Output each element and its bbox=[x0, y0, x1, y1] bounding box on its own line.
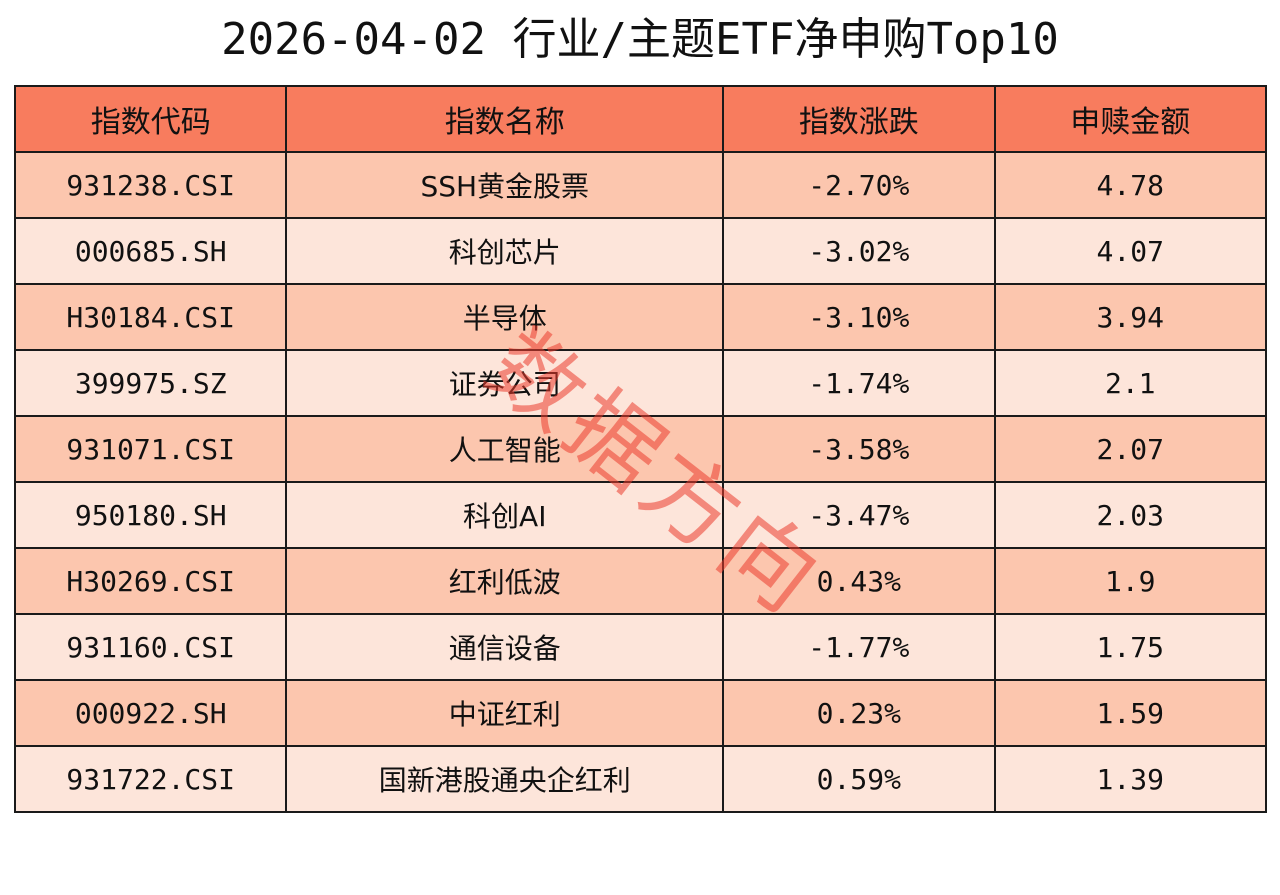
cell-index-code: 000922.SH bbox=[13, 679, 288, 747]
cell-index-change: -2.70% bbox=[722, 151, 996, 219]
cell-index-code: 931160.CSI bbox=[13, 613, 288, 681]
cell-index-change: -1.77% bbox=[722, 613, 996, 681]
cell-index-change: 0.59% bbox=[722, 745, 996, 813]
table-row: 399975.SZ 证券公司 -1.74% 2.1 bbox=[13, 349, 1268, 417]
cell-index-change: -3.58% bbox=[722, 415, 996, 483]
cell-index-code: 950180.SH bbox=[13, 481, 288, 549]
cell-index-name: 证券公司 bbox=[285, 349, 725, 417]
table-row: 931160.CSI 通信设备 -1.77% 1.75 bbox=[13, 613, 1268, 681]
table-row: 950180.SH 科创AI -3.47% 2.03 bbox=[13, 481, 1268, 549]
cell-index-name: 人工智能 bbox=[285, 415, 725, 483]
cell-index-code: 000685.SH bbox=[13, 217, 288, 285]
cell-net-amount: 2.03 bbox=[993, 481, 1268, 549]
page-title: 2026-04-02 行业/主题ETF净申购Top10 bbox=[221, 14, 1059, 65]
cell-index-name: 红利低波 bbox=[285, 547, 725, 615]
cell-net-amount: 2.07 bbox=[993, 415, 1268, 483]
etf-table: 指数代码 指数名称 指数涨跌 申赎金额 931238.CSI SSH黄金股票 -… bbox=[13, 85, 1268, 813]
table-row: 000685.SH 科创芯片 -3.02% 4.07 bbox=[13, 217, 1268, 285]
table-row: 931722.CSI 国新港股通央企红利 0.59% 1.39 bbox=[13, 745, 1268, 813]
table-row: 931071.CSI 人工智能 -3.58% 2.07 bbox=[13, 415, 1268, 483]
cell-index-code: H30184.CSI bbox=[13, 283, 288, 351]
table-row: 931238.CSI SSH黄金股票 -2.70% 4.78 bbox=[13, 151, 1268, 219]
cell-index-name: SSH黄金股票 bbox=[285, 151, 725, 219]
cell-index-name: 通信设备 bbox=[285, 613, 725, 681]
header-index-code: 指数代码 bbox=[13, 85, 288, 153]
cell-index-name: 半导体 bbox=[285, 283, 725, 351]
cell-index-code: 931238.CSI bbox=[13, 151, 288, 219]
cell-index-code: 931722.CSI bbox=[13, 745, 288, 813]
cell-net-amount: 1.39 bbox=[993, 745, 1268, 813]
table-row: 000922.SH 中证红利 0.23% 1.59 bbox=[13, 679, 1268, 747]
cell-net-amount: 2.1 bbox=[993, 349, 1268, 417]
header-index-name: 指数名称 bbox=[285, 85, 725, 153]
header-index-change: 指数涨跌 bbox=[722, 85, 996, 153]
cell-index-code: 399975.SZ bbox=[13, 349, 288, 417]
cell-index-change: 0.43% bbox=[722, 547, 996, 615]
cell-index-name: 科创AI bbox=[285, 481, 725, 549]
cell-net-amount: 4.07 bbox=[993, 217, 1268, 285]
table-header-row: 指数代码 指数名称 指数涨跌 申赎金额 bbox=[13, 85, 1268, 153]
cell-index-name: 国新港股通央企红利 bbox=[285, 745, 725, 813]
cell-net-amount: 3.94 bbox=[993, 283, 1268, 351]
cell-net-amount: 1.75 bbox=[993, 613, 1268, 681]
cell-index-code: H30269.CSI bbox=[13, 547, 288, 615]
table-row: H30269.CSI 红利低波 0.43% 1.9 bbox=[13, 547, 1268, 615]
cell-index-code: 931071.CSI bbox=[13, 415, 288, 483]
cell-net-amount: 1.59 bbox=[993, 679, 1268, 747]
header-net-amount: 申赎金额 bbox=[993, 85, 1268, 153]
cell-net-amount: 4.78 bbox=[993, 151, 1268, 219]
cell-index-name: 中证红利 bbox=[285, 679, 725, 747]
cell-index-change: -3.47% bbox=[722, 481, 996, 549]
cell-net-amount: 1.9 bbox=[993, 547, 1268, 615]
cell-index-name: 科创芯片 bbox=[285, 217, 725, 285]
table-row: H30184.CSI 半导体 -3.10% 3.94 bbox=[13, 283, 1268, 351]
cell-index-change: -3.02% bbox=[722, 217, 996, 285]
cell-index-change: 0.23% bbox=[722, 679, 996, 747]
cell-index-change: -3.10% bbox=[722, 283, 996, 351]
cell-index-change: -1.74% bbox=[722, 349, 996, 417]
